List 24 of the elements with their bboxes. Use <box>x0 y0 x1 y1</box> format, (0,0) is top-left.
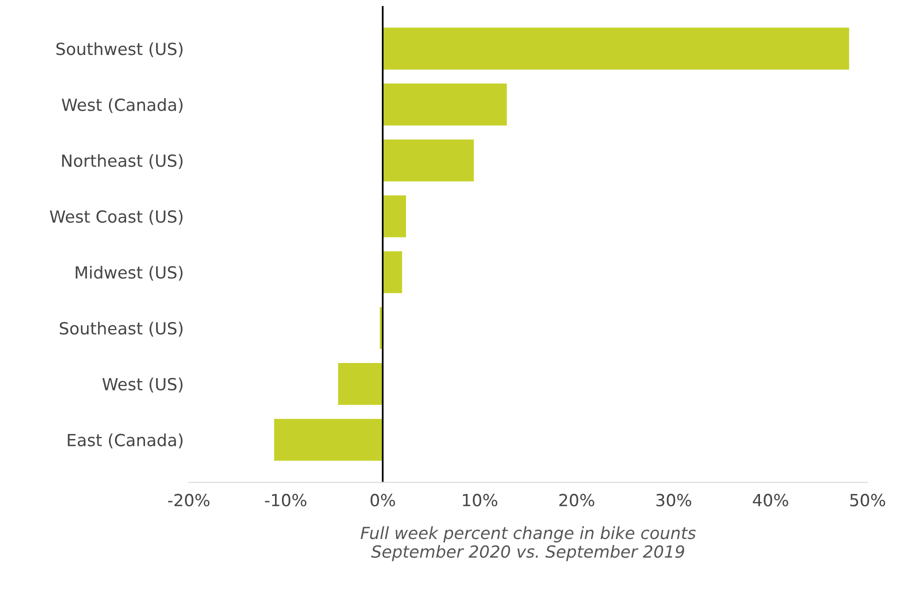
x-tick-label: 0% <box>370 494 396 506</box>
bar <box>382 139 474 182</box>
bar <box>338 362 383 405</box>
y-tick-label: Southeast (US) <box>60 322 182 337</box>
y-tick-label: West (US) <box>102 378 182 392</box>
y-tick-label: West (Canada) <box>62 98 182 114</box>
x-tick-label: 10% <box>462 494 498 506</box>
y-tick-label: Midwest (US) <box>76 266 182 281</box>
bar <box>382 195 406 238</box>
y-tick-label: Northeast (US) <box>62 154 182 169</box>
y-tick-label: Southwest (US) <box>56 42 182 58</box>
x-tick-label: 30% <box>656 494 692 506</box>
x-tick-label: 40% <box>752 494 788 506</box>
x-tick-label: 20% <box>559 494 594 506</box>
bar <box>382 251 402 294</box>
x-tick-label: -20% <box>168 494 210 506</box>
y-tick-label: East (Canada) <box>68 433 182 448</box>
bar <box>382 28 850 70</box>
x-tick-label: -10% <box>265 494 306 506</box>
bar <box>274 418 383 461</box>
x-tick-label: 50% <box>850 494 886 506</box>
y-tick-label: West Coast (US) <box>50 210 182 225</box>
bar <box>382 84 507 126</box>
x-axis-title: Full week percent change in bike counts September 2020 vs. September 2019 <box>360 526 696 562</box>
